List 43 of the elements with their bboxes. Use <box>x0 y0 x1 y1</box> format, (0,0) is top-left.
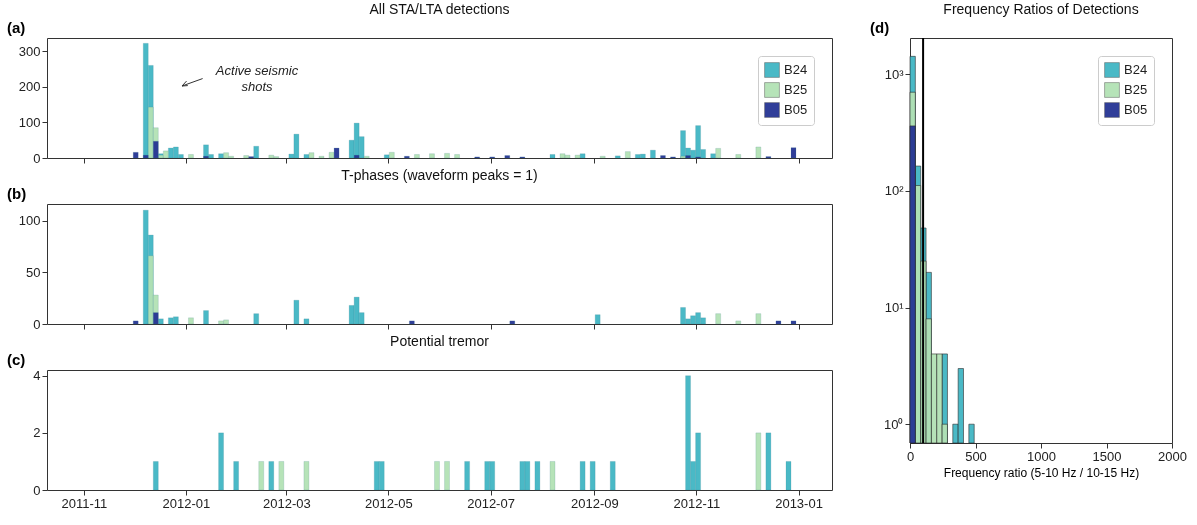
legend-label: B05 <box>1124 102 1148 117</box>
y-tick-label: 0 <box>33 482 41 498</box>
x-tick-label: 2000 <box>1158 448 1187 464</box>
y-tick-label: 2 <box>33 425 41 441</box>
text: (c) <box>7 351 26 368</box>
y-tick-label: 10² <box>884 183 905 199</box>
y-tick-label: 10³ <box>884 66 905 82</box>
y-tick-label: 100 <box>18 213 41 229</box>
legend-label: B24 <box>784 62 808 77</box>
y-tick-label: 0 <box>33 316 41 332</box>
y-tick-label: 0 <box>33 150 41 166</box>
x-tick-label: 1000 <box>1027 448 1056 464</box>
legend-label: B24 <box>1124 62 1148 77</box>
x-tick-label: 0 <box>906 448 915 464</box>
text: (b) <box>7 185 27 202</box>
x-tick-label: 2011-11 <box>61 495 108 511</box>
x-axis-title: Frequency ratio (5-10 Hz / 10-15 Hz) <box>943 465 1140 480</box>
x-tick-label: 500 <box>965 448 987 464</box>
chart-title: T-phases (waveform peaks = 1) <box>341 167 538 183</box>
chart-title: Potential tremor <box>390 333 490 349</box>
x-tick-label: 2012-03 <box>262 495 311 511</box>
y-tick-label: 300 <box>18 43 41 59</box>
chart-title: All STA/LTA detections <box>369 1 510 17</box>
x-tick-label: 2012-11 <box>673 495 721 511</box>
legend-label: B25 <box>1124 82 1148 97</box>
y-tick-label: 50 <box>26 264 41 280</box>
x-tick-label: 2012-07 <box>467 495 515 511</box>
x-tick-label: 1500 <box>1092 448 1122 464</box>
x-tick-label: 2012-09 <box>570 495 619 511</box>
x-tick-label: 2012-01 <box>162 495 211 511</box>
text: (d) <box>870 19 890 36</box>
y-tick-label: 10⁰ <box>884 416 904 432</box>
text: (a) <box>7 19 26 36</box>
legend-label: B05 <box>784 102 808 117</box>
y-tick-label: 200 <box>18 79 41 95</box>
x-tick-label: 2012-05 <box>365 495 413 511</box>
y-tick-label: 4 <box>33 368 41 384</box>
chart-title: Frequency Ratios of Detections <box>943 1 1139 17</box>
y-tick-label: 100 <box>18 114 41 130</box>
annotation: Active seismic shots <box>214 63 299 94</box>
y-tick-label: 10¹ <box>884 300 905 316</box>
legend-label: B25 <box>784 82 808 97</box>
x-tick-label: 2013-01 <box>775 495 823 511</box>
